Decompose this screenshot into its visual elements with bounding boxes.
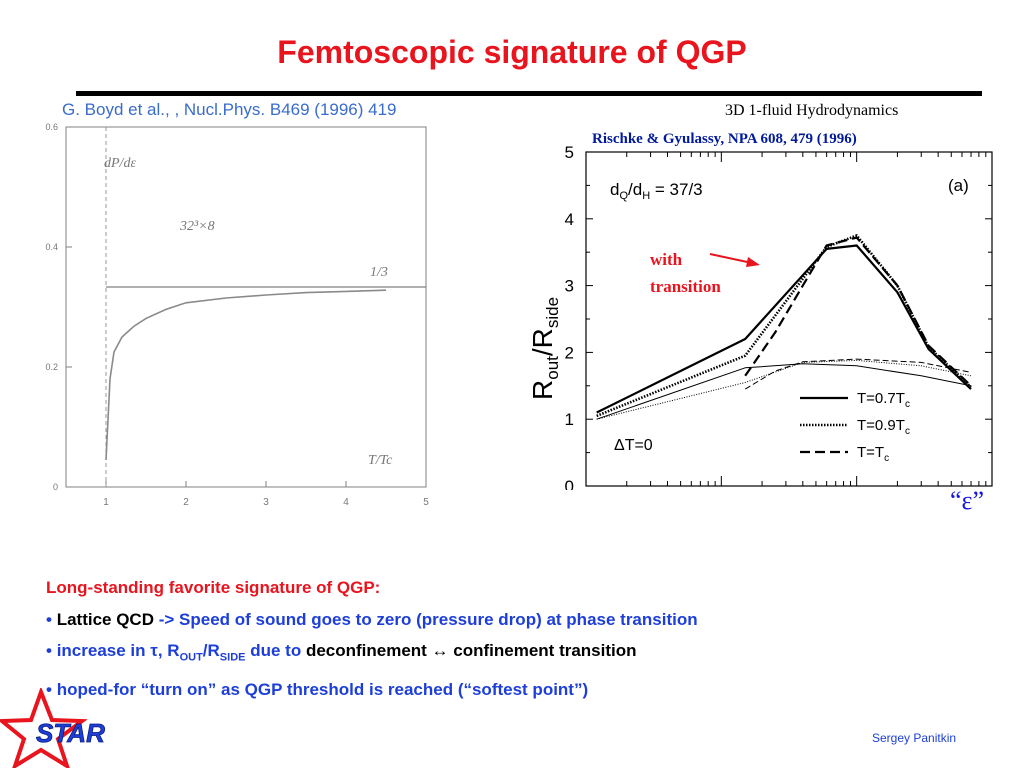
legend-label-0.7: T=0.7Tc [857, 390, 910, 410]
hbt-series-3 [596, 363, 972, 420]
hbt-series-1 [596, 234, 972, 418]
bullet-dot: • [46, 679, 57, 699]
bullet-dot: • [46, 641, 57, 660]
hydro-reference: 3D 1-fluid Hydrodynamics [725, 102, 899, 119]
hbt-ylabel: Rout/Rside [527, 297, 562, 400]
epsilon-label: “ε” [950, 486, 984, 515]
hbt-series-lines [596, 234, 972, 420]
rischke-reference: Rischke & Gyulassy, NPA 608, 479 (1996) [592, 131, 857, 147]
bullet-1: • Lattice QCD -> Speed of sound goes to … [46, 609, 698, 629]
lattice-reference-label: 1/3 [370, 265, 388, 280]
lattice-y-tick-label: 0.4 [45, 242, 58, 252]
lattice-y-tick-label: 0.2 [45, 362, 58, 372]
hbt-series-5 [744, 358, 972, 390]
lattice-qcd-chart: 1 2 3 4 5 0 0.2 0.4 0.6 dP/dε 32³×8 1/3 T/Tc [45, 122, 429, 508]
lattice-xlabel: T/Tc [368, 453, 393, 468]
hbt-ratio-annotation: dQ/dH = 37/3 [610, 180, 703, 202]
hbt-chart-frame [585, 151, 993, 487]
star-logo-text: STAR [36, 718, 105, 748]
lattice-x-tick-label: 4 [343, 497, 349, 508]
slide-title: Femtoscopic signature of QGP [277, 34, 747, 70]
star-logo: STAR [0, 688, 105, 768]
lattice-tick-labels: 1 2 3 4 5 0 0.2 0.4 0.6 [45, 122, 429, 508]
hbt-tick-labels: 0 1 2 3 4 5 [565, 143, 574, 490]
hbt-series-0 [596, 244, 972, 414]
hbt-y-tick-label: 3 [565, 277, 574, 296]
hbt-y-tick-label: 1 [565, 410, 574, 429]
lattice-ticks [66, 126, 427, 488]
lattice-chart-frame [65, 126, 427, 488]
author-name: Sergey Panitkin [872, 731, 957, 745]
transition-arrow-head [746, 257, 760, 267]
lattice-sound-speed-curve [105, 289, 387, 461]
title-underline [76, 91, 982, 96]
lattice-ylabel: dP/dε [104, 156, 136, 171]
hbt-delta-label: ΔT=0 [614, 437, 653, 454]
bullet-list: Long-standing favorite signature of QGP:… [46, 572, 1006, 705]
bullet-dot: • [46, 609, 57, 629]
hbt-y-tick-label: 4 [565, 210, 574, 229]
transition-label-line1: with [650, 250, 683, 269]
hbt-y-tick-label: 2 [565, 343, 574, 362]
bullet-2: • increase in τ, ROUT/RSIDE due to decon… [46, 641, 637, 664]
hbt-legend: T=0.7Tc T=0.9Tc T=Tc [800, 390, 910, 464]
boyd-reference: G. Boyd et al., , Nucl.Phys. B469 (1996)… [62, 100, 397, 119]
lattice-x-tick-label: 3 [263, 497, 269, 508]
legend-label-tc: T=Tc [857, 444, 889, 464]
legend-label-0.9: T=0.9Tc [857, 417, 910, 437]
hbt-ticks [585, 151, 992, 487]
lattice-x-tick-label: 2 [183, 497, 189, 508]
lattice-y-tick-label: 0 [53, 482, 58, 492]
lattice-annotation: 32³×8 [179, 219, 215, 234]
lattice-x-tick-label: 1 [103, 497, 109, 508]
bullet-heading: Long-standing favorite signature of QGP: [46, 578, 381, 597]
hbt-y-tick-label: 5 [565, 143, 574, 162]
hbt-panel-label: (a) [948, 176, 969, 195]
transition-arrow-line [709, 253, 753, 264]
lattice-y-tick-label: 0.6 [45, 122, 58, 132]
hbt-series-2 [744, 236, 972, 387]
bullet-3: • hoped-for “turn on” as QGP threshold i… [46, 679, 589, 699]
lattice-x-tick-label: 5 [423, 497, 429, 508]
star-logo-icon [0, 688, 88, 768]
hbt-y-tick-label: 0 [565, 477, 574, 490]
hbt-series-4 [596, 359, 972, 420]
transition-label-line2: transition [650, 277, 721, 296]
